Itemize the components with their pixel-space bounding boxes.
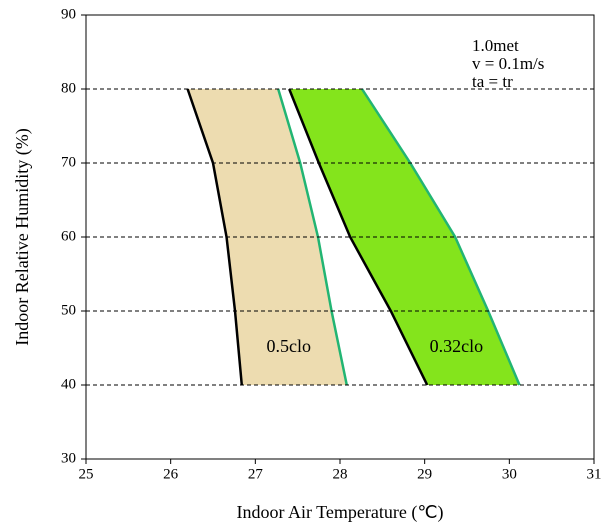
zone-edge [360, 88, 521, 386]
annotation: ta = tr [472, 72, 513, 91]
annotation: v = 0.1m/s [472, 54, 544, 73]
x-tick-label: 27 [248, 466, 264, 482]
x-tick-label: 25 [79, 466, 94, 482]
y-tick-label: 40 [61, 376, 76, 392]
zone-label: 0.5clo [267, 336, 312, 356]
x-tick-label: 26 [163, 466, 179, 482]
annotation: 1.0met [472, 36, 519, 55]
y-tick-label: 30 [61, 450, 76, 466]
x-tick-label: 28 [333, 466, 348, 482]
y-axis-label: Indoor Relative Humidity (%) [12, 128, 33, 345]
y-tick-label: 80 [61, 80, 76, 96]
y-tick-label: 70 [61, 154, 76, 170]
x-axis-label: Indoor Air Temperature (℃) [236, 502, 443, 523]
y-tick-label: 90 [61, 6, 76, 22]
zone-label: 0.32clo [430, 336, 484, 356]
plot-frame [85, 14, 595, 460]
zone-edge [288, 88, 429, 386]
y-tick-label: 60 [61, 228, 76, 244]
y-tick-label: 50 [61, 302, 76, 318]
x-tick-label: 31 [587, 466, 602, 482]
x-tick-label: 30 [502, 466, 517, 482]
x-tick-label: 29 [417, 466, 432, 482]
